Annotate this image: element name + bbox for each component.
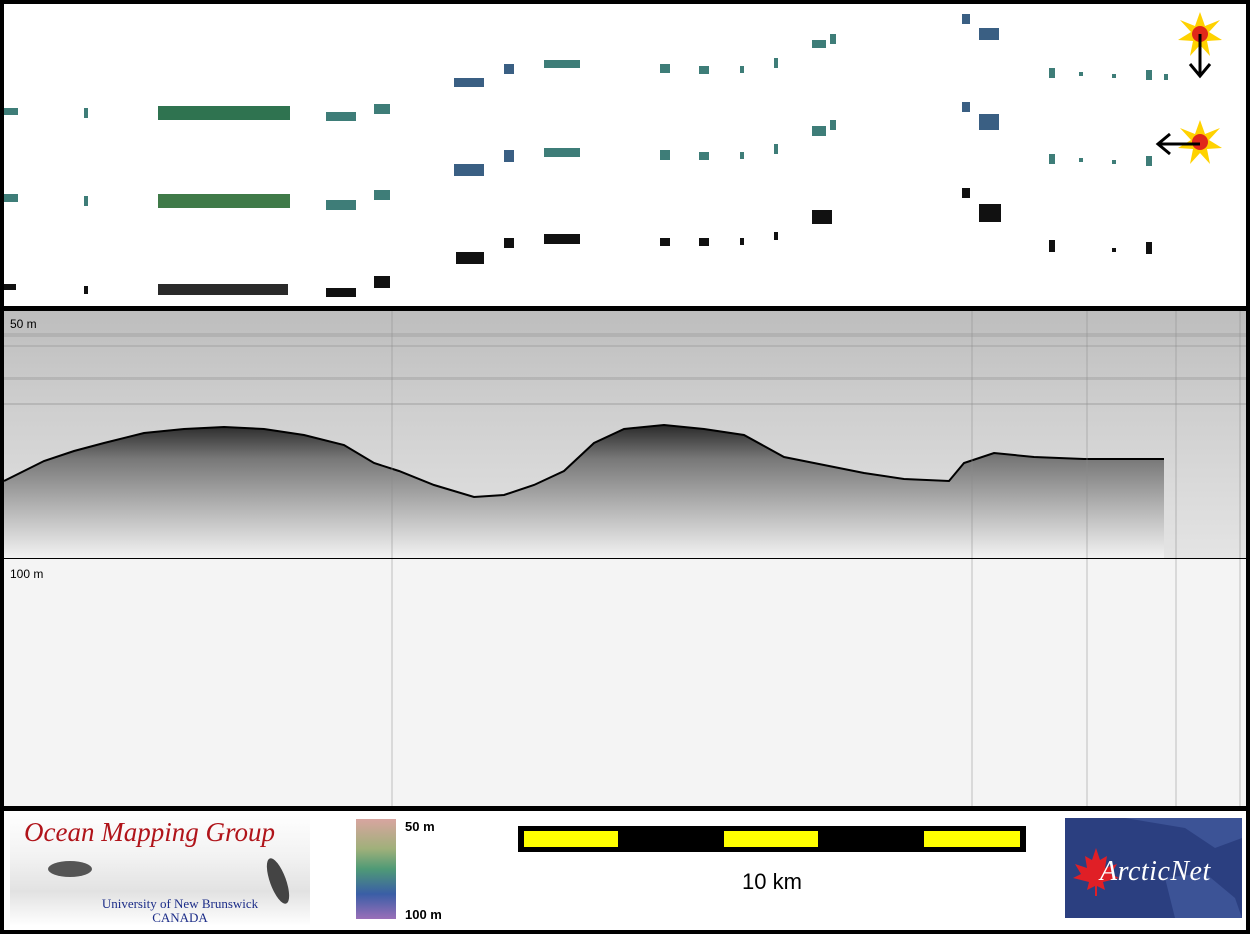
arcticnet-label: ArcticNet <box>1100 856 1211 887</box>
surface-noise-bands <box>4 333 1246 405</box>
swath-row-middle-colored <box>4 102 1152 210</box>
logo-line-2: CANADA <box>152 910 208 925</box>
sun-icon <box>1178 120 1222 164</box>
swath-views-canvas <box>4 12 1222 297</box>
omg-logo: Ocean Mapping Group University of New Br… <box>10 811 310 926</box>
arcticnet-logo <box>1065 818 1242 918</box>
scale-label: 10 km <box>742 869 802 894</box>
arrow-down-icon <box>1188 34 1212 79</box>
logo-subtitle: University of New Brunswick CANADA <box>80 897 280 925</box>
depth-divider-line <box>4 558 1246 559</box>
colorbar-bottom-label: 100 m <box>405 907 442 922</box>
swath-views-panel <box>4 4 1246 306</box>
logo-title: Ocean Mapping Group <box>24 817 275 847</box>
colorbar-top-label: 50 m <box>405 819 435 834</box>
scale-segment-2 <box>724 831 818 847</box>
depth-colorbar <box>356 819 396 919</box>
scale-segment-1 <box>524 831 618 847</box>
depth-label-top: 50 m <box>10 317 37 331</box>
swath-row-lower-grayscale <box>4 188 1152 297</box>
arrow-left-icon <box>1155 132 1200 156</box>
seafloor-line <box>4 423 1164 499</box>
logo-line-1: University of New Brunswick <box>101 896 259 911</box>
maple-leaf-icon <box>1073 848 1119 896</box>
echogram-canvas <box>4 311 1246 806</box>
depth-label-mid: 100 m <box>10 567 44 581</box>
seafloor-return <box>4 425 1164 558</box>
scale-bar <box>518 826 1026 852</box>
logo-graphic <box>48 858 290 904</box>
swath-row-upper-colored <box>4 14 1168 121</box>
scale-segment-3 <box>924 831 1020 847</box>
arcticnet-map-graphic <box>1125 818 1242 918</box>
echogram-panel: 50 m 100 m <box>4 311 1246 806</box>
footer-panel: Ocean Mapping Group University of New Br… <box>4 811 1246 930</box>
